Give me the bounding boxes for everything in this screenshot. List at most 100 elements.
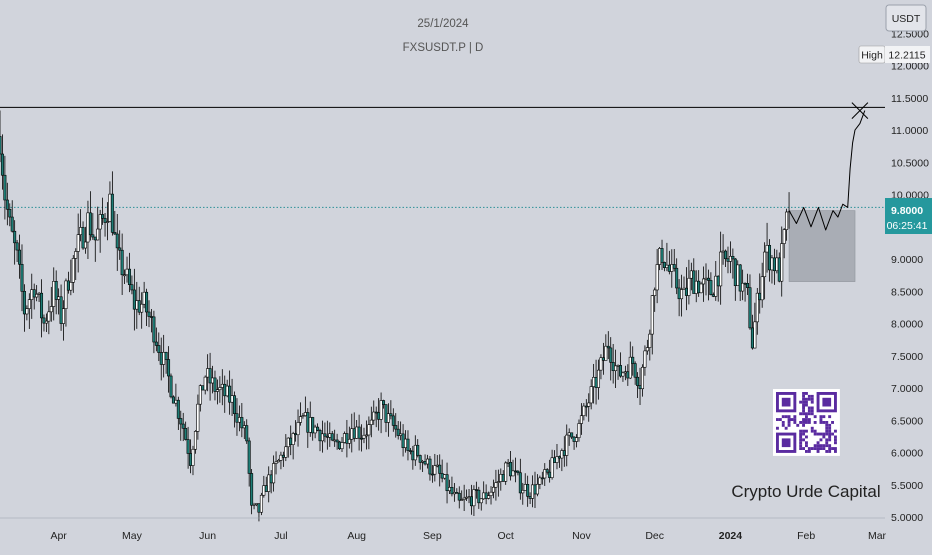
candle [687, 259, 691, 305]
candle [577, 419, 581, 442]
candle [606, 331, 610, 360]
candle [76, 213, 80, 273]
time-tick-label: Mar [868, 530, 887, 542]
candle [320, 420, 324, 453]
candle [10, 200, 14, 233]
target-marker [851, 102, 869, 120]
candle [496, 469, 500, 497]
high-value: 12.2115 [888, 50, 925, 62]
candle [118, 230, 122, 260]
candle [250, 469, 254, 515]
candle [181, 412, 185, 442]
price-tick-label: 6.0000 [891, 448, 923, 460]
price-tick-label: 7.0000 [891, 383, 923, 395]
candle [215, 379, 219, 405]
candle [191, 445, 195, 476]
price-tick-label: 6.5000 [891, 415, 923, 427]
candle [71, 255, 75, 293]
candle [680, 274, 684, 317]
last-price-value: 9.8000 [891, 205, 923, 217]
candle [540, 471, 544, 485]
candle [430, 465, 434, 483]
candle [5, 182, 9, 226]
candle [203, 375, 207, 395]
time-tick-label: Jul [274, 530, 287, 542]
candle [0, 110, 2, 163]
time-tick-label: Jun [199, 530, 216, 542]
countdown-timer: 06:25:41 [887, 220, 928, 232]
candle [382, 399, 386, 409]
candles-group [0, 110, 791, 522]
candle [179, 410, 183, 441]
candle [123, 269, 127, 284]
candle [589, 379, 593, 410]
candle [91, 213, 95, 240]
candle [127, 252, 131, 293]
candle [636, 372, 640, 399]
candle [8, 203, 12, 227]
candle [706, 269, 710, 301]
currency-button[interactable]: USDT [885, 4, 927, 32]
candle [47, 300, 51, 335]
candle [438, 454, 442, 487]
candle [259, 492, 263, 516]
candle [279, 451, 283, 470]
candle [20, 244, 24, 312]
candle [62, 300, 66, 341]
candle [98, 209, 102, 253]
candle [330, 430, 334, 442]
candle [323, 422, 327, 443]
candle [64, 278, 68, 327]
projection-group [788, 102, 869, 231]
price-axis[interactable]: 12.500012.000011.500011.000010.500010.00… [891, 28, 929, 524]
candle [450, 476, 454, 497]
projection-path[interactable] [788, 110, 866, 231]
candle [74, 248, 78, 280]
candle [13, 220, 17, 265]
price-tick-label: 12.0000 [891, 61, 929, 73]
candle [406, 430, 410, 461]
candle [218, 376, 222, 403]
candle [782, 227, 786, 259]
candle [0, 134, 4, 190]
candle [25, 305, 29, 321]
candle [347, 426, 351, 449]
candle [84, 226, 88, 254]
candle [145, 288, 149, 327]
candle [609, 337, 613, 381]
candle [582, 403, 586, 421]
candle [120, 233, 124, 295]
currency-label: USDT [892, 13, 921, 25]
candle [233, 391, 237, 428]
time-axis[interactable]: Apr May Jun Jul Aug Sep Oct Nov Dec 2024 Feb Mar [50, 530, 886, 542]
candle [396, 421, 400, 440]
candle [342, 431, 346, 444]
candle [247, 437, 251, 487]
candle [96, 206, 100, 241]
time-tick-label: Sep [423, 530, 442, 542]
candle [504, 461, 508, 485]
candle [660, 239, 664, 271]
candle [301, 413, 305, 419]
candle [604, 334, 608, 361]
candle [511, 459, 515, 477]
candle [389, 400, 393, 420]
candle [186, 426, 190, 469]
candle [115, 214, 119, 271]
candle [631, 346, 635, 376]
candle [193, 430, 197, 454]
time-tick-label: Apr [50, 530, 67, 542]
candle [113, 210, 117, 235]
candle [621, 371, 625, 382]
price-tick-label: 5.5000 [891, 480, 923, 492]
candle [714, 260, 718, 301]
high-label-group: High 12.2115 [858, 45, 930, 64]
candle [491, 479, 495, 499]
projection-box[interactable] [788, 210, 856, 282]
candle [555, 444, 559, 470]
candle [628, 341, 632, 380]
candle [54, 270, 58, 315]
plot-area[interactable] [0, 102, 885, 522]
candle [276, 458, 280, 463]
candle [702, 266, 706, 302]
